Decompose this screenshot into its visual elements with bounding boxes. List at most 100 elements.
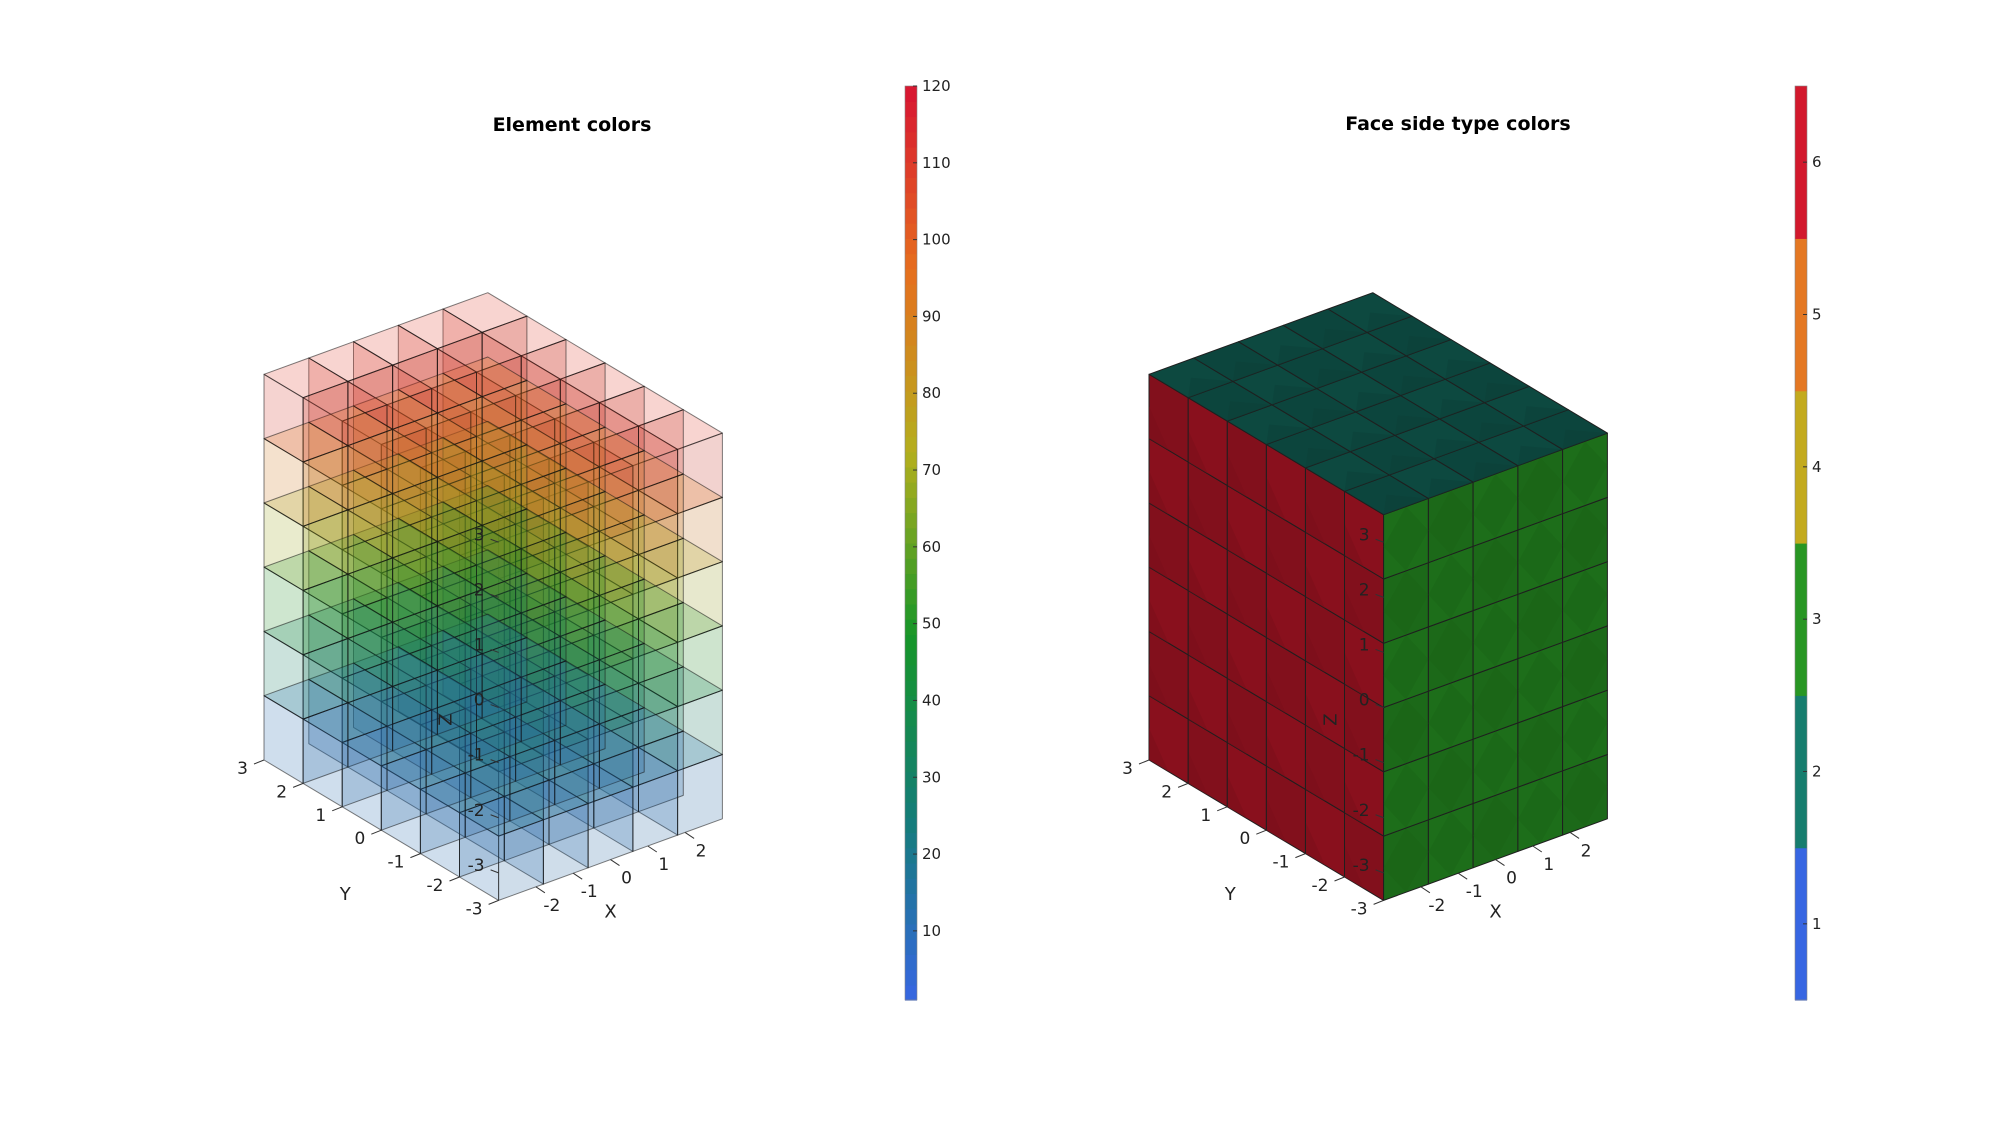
colorbar-segment [905,177,917,194]
y-tick-label: -2 [1312,876,1329,896]
face-left-tri [1305,628,1325,673]
colorbar-segment [905,862,917,879]
face-right-tri [1383,635,1429,700]
colorbar-tick-label: 50 [922,615,941,633]
face-left-tri [1344,587,1364,632]
face-top-tri [1478,422,1524,443]
colorbar: 1 2 3 4 5 6 [1794,85,1822,1001]
face-top-tri [1389,455,1434,475]
face-left-tri [1266,476,1286,521]
colorbar-tick-label: 3 [1812,610,1822,628]
z-axis-label: Z [436,713,457,725]
colorbar-segment [905,847,917,864]
face-top-tri [1445,359,1491,380]
z-tick-mark [490,869,499,874]
face-top-tri [1473,462,1518,483]
z-tick-label: 0 [474,691,485,711]
x-tick-label: 1 [1543,855,1554,875]
x-tick-mark [1495,859,1505,867]
colorbar-segment [905,86,917,102]
face-left-tri [1266,605,1286,649]
colorbar-segment [905,664,917,681]
x-tick-mark [610,859,620,867]
y-tick-mark [488,899,499,905]
y-tick-label: -3 [1351,899,1368,919]
face-right-tri [1517,779,1563,844]
face-top-tri [1272,384,1317,405]
face-top-tri [1434,438,1479,459]
z-tick-label: 2 [1359,580,1370,600]
colorbar-tick-label: 6 [1812,153,1822,171]
plot-element-colors: Element colors -3 -2 -1 0 1 2 3 -3 -2 -1 0 1 2 3 -2 -1 0… [237,77,951,1001]
colorbar-segment [905,832,917,849]
face-left-tri [1227,710,1247,755]
colorbar-tick-label: 90 [922,307,941,325]
face-left-tri [1266,798,1286,842]
y-tick-mark [1295,853,1306,859]
face-right-tri [1562,505,1608,570]
element-face [302,702,349,784]
z-tick-mark [490,759,499,764]
face-right-tri [1517,586,1563,651]
colorbar-segment [905,284,917,300]
colorbar-segment [905,375,917,392]
colorbar-segment [905,466,917,483]
z-tick-mark [1375,759,1384,764]
y-tick-label: 0 [1239,829,1250,849]
face-top-tri [1266,424,1312,445]
colorbar-segment [1795,543,1807,696]
y-tick-mark [332,806,343,812]
colorbar-tick-label: 4 [1812,458,1822,476]
face-top-tri [1394,415,1440,436]
colorbar-segment [905,603,917,620]
colorbar-segment [905,116,917,133]
colorbar: 10 20 30 40 50 60 70 80 90 100 110 120 [904,77,951,1001]
colorbar-tick-label: 80 [922,384,941,402]
face-left-tri [1227,646,1247,690]
x-tick-label: -1 [581,882,598,902]
face-left-tri [1149,663,1169,708]
element-face [341,725,388,808]
colorbar-segment [905,131,917,148]
face-right-tri [1428,554,1474,619]
z-tick-mark [1375,648,1384,653]
y-tick-label: 1 [315,806,326,826]
face-top-tri [1439,399,1485,419]
face-top-tri [1428,478,1474,499]
face-left-tri [1149,470,1169,515]
colorbar-segment [905,939,917,955]
element-face [419,772,466,855]
face-right-tri [1517,521,1563,587]
face-top-tri [1355,392,1401,412]
colorbar-segment [905,588,917,605]
face-top-tri [1188,377,1233,398]
colorbar-segment [905,878,917,894]
x-tick-mark [535,886,546,894]
face-top-tri [1322,328,1368,349]
colorbar-segment [905,908,917,925]
element-face [459,795,505,878]
face-right-tri [1473,731,1518,796]
z-tick-label: -1 [1353,746,1370,766]
face-mesh [1148,292,1608,901]
face-left-tri [1266,540,1286,585]
z-tick-label: 3 [474,525,485,545]
z-tick-label: -2 [468,801,485,821]
colorbar-segment [905,482,917,498]
colorbar-tick-label: 100 [922,231,951,249]
y-tick-label: 2 [276,782,287,802]
face-top-tri [1350,431,1395,452]
chart-title: Face side type colors [1345,113,1571,135]
colorbar-segment [905,756,917,773]
colorbar-tick-label: 2 [1812,763,1822,781]
colorbar-segment [1795,238,1807,392]
x-tick-label: -2 [543,896,560,916]
face-left-tri [1188,429,1208,474]
y-tick-mark [1177,782,1189,788]
axes: -3 -2 -1 0 1 2 3 -3 -2 -1 0 1 2 3 -2 -1 0 1 2 Z Y X [1122,525,1591,922]
face-left-tri [1227,453,1247,498]
face-left-tri [1188,687,1208,731]
z-tick-label: 3 [1359,525,1370,545]
colorbar-segment [905,893,917,910]
face-top-tri [1406,336,1451,356]
